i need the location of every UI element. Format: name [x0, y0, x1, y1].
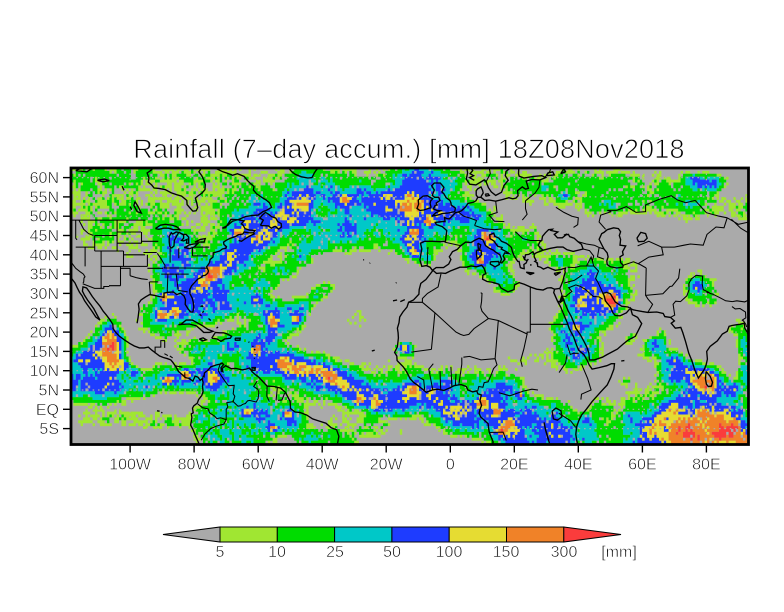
svg-text:60E: 60E: [628, 457, 656, 474]
svg-text:20E: 20E: [500, 457, 528, 474]
svg-text:40W: 40W: [306, 457, 340, 474]
svg-text:45N: 45N: [30, 228, 59, 245]
svg-text:50N: 50N: [30, 209, 59, 226]
svg-text:10N: 10N: [30, 363, 59, 380]
svg-text:5: 5: [216, 544, 225, 561]
svg-text:25N: 25N: [30, 305, 59, 322]
svg-text:100W: 100W: [109, 457, 152, 474]
svg-text:15N: 15N: [30, 344, 59, 361]
svg-text:35N: 35N: [30, 267, 59, 284]
svg-text:[mm]: [mm]: [601, 544, 637, 561]
svg-text:30N: 30N: [30, 286, 59, 303]
svg-text:40E: 40E: [564, 457, 592, 474]
svg-text:40N: 40N: [30, 247, 59, 264]
svg-text:10: 10: [268, 544, 286, 561]
svg-text:5S: 5S: [39, 421, 59, 438]
svg-text:0: 0: [446, 457, 455, 474]
svg-text:EQ: EQ: [36, 402, 59, 419]
svg-text:60N: 60N: [30, 170, 59, 187]
svg-text:20W: 20W: [370, 457, 404, 474]
svg-text:5N: 5N: [39, 383, 59, 400]
svg-text:300: 300: [551, 544, 578, 561]
svg-text:100: 100: [436, 544, 463, 561]
svg-text:25: 25: [326, 544, 344, 561]
svg-text:60W: 60W: [242, 457, 276, 474]
svg-text:80E: 80E: [692, 457, 720, 474]
svg-text:55N: 55N: [30, 189, 59, 206]
svg-text:50: 50: [383, 544, 401, 561]
svg-text:80W: 80W: [178, 457, 212, 474]
svg-text:20N: 20N: [30, 325, 59, 342]
svg-text:150: 150: [493, 544, 520, 561]
svg-text:Rainfall (7–day accum.) [mm] 1: Rainfall (7–day accum.) [mm] 18Z08Nov201…: [133, 134, 684, 164]
